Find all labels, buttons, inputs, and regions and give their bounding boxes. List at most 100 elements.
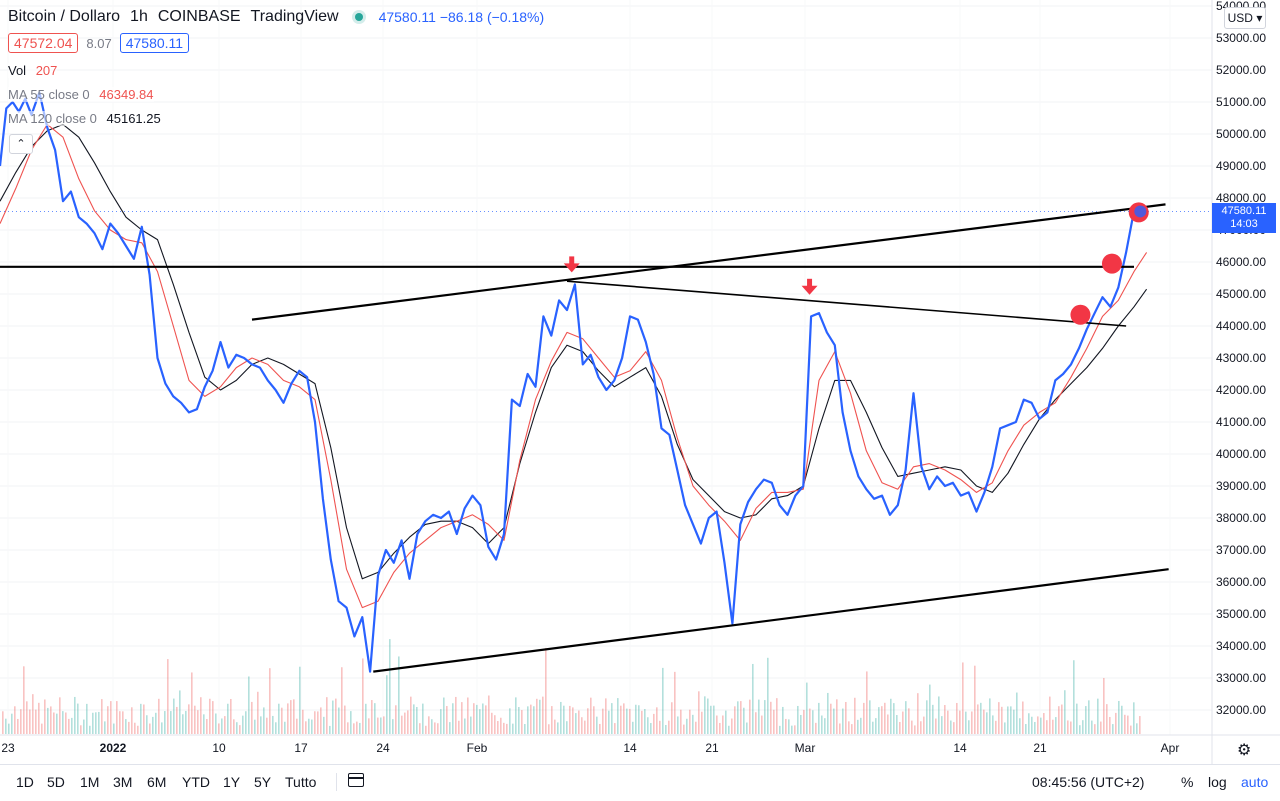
volume-bar <box>980 702 982 734</box>
volume-bar <box>347 722 349 734</box>
volume-bar <box>518 707 520 734</box>
volume-bar <box>671 702 673 734</box>
volume-bar <box>770 701 772 734</box>
indicator-vol[interactable]: Vol 207 <box>8 63 58 78</box>
volume-bar <box>485 705 487 734</box>
volume-bar <box>659 720 661 734</box>
volume-bar <box>467 697 469 734</box>
calendar-icon[interactable] <box>348 773 364 787</box>
volume-bar <box>677 716 679 734</box>
indicator-ma120[interactable]: MA 120 close 0 45161.25 <box>8 111 161 126</box>
arrow-stem <box>569 256 575 266</box>
settings-gear-icon[interactable]: ⚙ <box>1237 742 1252 759</box>
percent-toggle[interactable]: % <box>1181 774 1194 790</box>
range-1d[interactable]: 1D <box>16 774 34 790</box>
volume-bar <box>602 708 604 734</box>
volume-bar <box>446 706 448 734</box>
price-tick-label: 46000.00 <box>1216 255 1266 269</box>
bid-button[interactable]: 47572.04 <box>8 33 79 53</box>
volume-bar <box>920 721 922 734</box>
volume-bar <box>560 701 562 734</box>
range-all[interactable]: Tutto <box>285 774 317 790</box>
volume-bar <box>218 723 220 734</box>
volume-bar <box>782 706 784 734</box>
volume-bar <box>752 663 754 734</box>
volume-bar <box>98 711 100 734</box>
volume-bar <box>344 705 346 734</box>
volume-bar <box>689 709 691 734</box>
volume-bar <box>557 722 559 734</box>
range-ytd[interactable]: YTD <box>182 774 210 790</box>
volume-bar <box>260 716 262 734</box>
volume-bar <box>1094 724 1096 734</box>
range-1y[interactable]: 1Y <box>223 774 241 790</box>
range-6m[interactable]: 6M <box>147 774 167 790</box>
volume-bar <box>524 724 526 734</box>
volume-bar <box>227 703 229 734</box>
volume-bar <box>1112 724 1114 734</box>
range-3m[interactable]: 3M <box>113 774 133 790</box>
time-tick-label: Feb <box>467 741 488 755</box>
volume-bar <box>200 697 202 734</box>
volume-bar <box>284 721 286 734</box>
volume-bar <box>5 718 7 734</box>
volume-bar <box>986 712 988 734</box>
volume-bar <box>1013 709 1015 734</box>
volume-bar <box>935 718 937 734</box>
volume-bar <box>386 675 388 734</box>
volume-bar <box>461 702 463 734</box>
vol-label: Vol <box>8 63 27 78</box>
log-toggle[interactable]: log <box>1208 774 1227 790</box>
volume-bar <box>716 715 718 734</box>
volume-bars <box>2 639 1141 734</box>
volume-bar <box>53 712 55 734</box>
volume-bar <box>656 707 658 734</box>
volume-bar <box>650 723 652 734</box>
volume-bar <box>395 705 397 734</box>
volume-bar <box>737 701 739 734</box>
volume-bar <box>233 719 235 734</box>
volume-bar <box>206 719 208 734</box>
volume-bar <box>731 718 733 734</box>
volume-bar <box>1100 721 1102 734</box>
range-5y[interactable]: 5Y <box>254 774 272 790</box>
auto-toggle[interactable]: auto <box>1241 774 1269 790</box>
volume-bar <box>875 718 877 734</box>
volume-bar <box>215 713 217 734</box>
ma55-value: 46349.84 <box>99 87 154 102</box>
time-axis: 23 2022 10 17 24 Feb 14 21 Mar 14 21 Apr <box>1 741 1179 755</box>
collapse-indicators-button[interactable]: ⌃ <box>9 134 33 154</box>
volume-bar <box>1118 700 1120 734</box>
indicator-ma55[interactable]: MA 55 close 0 46349.84 <box>8 87 154 102</box>
volume-bar <box>482 703 484 734</box>
time-tick-label: 14 <box>953 741 967 755</box>
market-status-icon <box>354 13 363 21</box>
volume-bar <box>44 699 46 734</box>
volume-bar <box>665 724 667 734</box>
range-5d[interactable]: 5D <box>47 774 65 790</box>
volume-bar <box>620 705 622 734</box>
currency-select[interactable]: USD ▾ <box>1224 7 1266 29</box>
volume-bar <box>1139 716 1141 734</box>
ask-button[interactable]: 47580.11 <box>119 33 190 53</box>
range-1m[interactable]: 1M <box>80 774 100 790</box>
trendline <box>566 280 1127 327</box>
volume-bar <box>245 711 247 734</box>
time-tick-label: Mar <box>795 741 816 755</box>
volume-bar <box>356 721 358 734</box>
arrow-head <box>563 263 580 273</box>
volume-bar <box>497 721 499 734</box>
volume-bar <box>377 717 379 734</box>
time-tick-label: 14 <box>623 741 637 755</box>
volume-bar <box>728 725 730 734</box>
symbol-name[interactable]: Bitcoin / Dollaro <box>8 8 121 25</box>
ma120-value: 45161.25 <box>106 111 161 126</box>
volume-bar <box>605 698 607 734</box>
clock-timezone[interactable]: 08:45:56 (UTC+2) <box>1032 774 1145 790</box>
volume-bar <box>800 714 802 734</box>
volume-bar <box>14 706 16 734</box>
volume-bar <box>899 721 901 734</box>
volume-bar <box>371 700 373 734</box>
interval-label[interactable]: 1h <box>130 8 148 25</box>
